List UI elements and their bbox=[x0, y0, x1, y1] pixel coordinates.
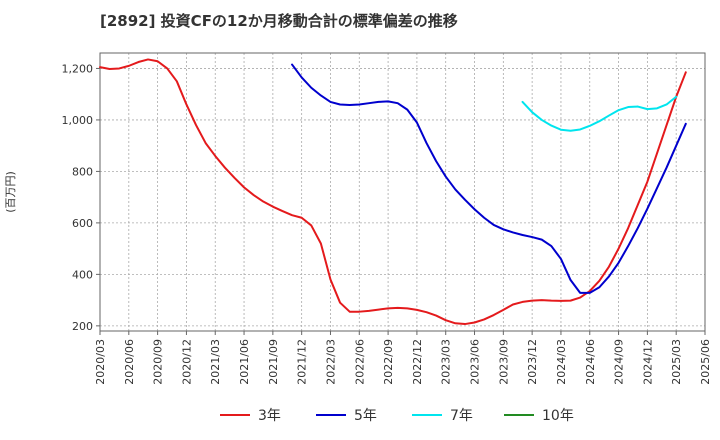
x-tick-label: 2021/12 bbox=[296, 339, 309, 385]
plot-border bbox=[99, 52, 706, 332]
x-tick-label: 2022/06 bbox=[353, 339, 366, 385]
x-tick-label: 2023/06 bbox=[469, 339, 482, 385]
x-tick-label: 2021/09 bbox=[267, 339, 280, 385]
legend-label-0: 3年 bbox=[258, 408, 281, 424]
series-line-2 bbox=[521, 95, 678, 132]
x-tick-label: 2020/03 bbox=[94, 339, 107, 385]
x-tick-label: 2024/06 bbox=[584, 339, 597, 385]
x-tick-label: 2020/06 bbox=[123, 339, 136, 385]
x-tick-label: 2023/12 bbox=[526, 339, 539, 385]
x-tick-label: 2022/09 bbox=[382, 339, 395, 385]
y-tick-label: 1,200 bbox=[62, 62, 94, 75]
series-line-0 bbox=[99, 58, 687, 326]
x-tick-label: 2020/09 bbox=[152, 339, 165, 385]
y-tick-label: 400 bbox=[72, 268, 93, 281]
x-tick-label: 2021/03 bbox=[209, 339, 222, 385]
chart-title: [2892] 投資CFの12か月移動合計の標準偏差の推移 bbox=[100, 12, 458, 30]
x-tick-label: 2024/09 bbox=[613, 339, 626, 385]
series-layer bbox=[99, 58, 687, 326]
x-tick-label: 2021/06 bbox=[238, 339, 251, 385]
x-tick-label: 2024/03 bbox=[555, 339, 568, 385]
x-tick-label: 2025/06 bbox=[699, 339, 712, 385]
x-tick-label: 2022/03 bbox=[324, 339, 337, 385]
y-axis-label: (百万円) bbox=[4, 171, 17, 213]
legend-label-2: 7年 bbox=[450, 408, 473, 424]
x-tick-label: 2023/03 bbox=[440, 339, 453, 385]
y-tick-label: 600 bbox=[72, 217, 93, 230]
x-tick-label: 2024/12 bbox=[641, 339, 654, 385]
axis-layer: 2020/03 2020/06 2020/09 2020/12 2021/03 2021/… bbox=[62, 62, 713, 384]
legend-label-3: 10年 bbox=[542, 408, 574, 424]
y-tick-label: 800 bbox=[72, 165, 93, 178]
legend: 3年 5年 7年 10年 bbox=[220, 408, 574, 424]
series-line-1 bbox=[291, 63, 687, 294]
y-tick-label: 200 bbox=[72, 320, 93, 333]
x-tick-label: 2025/03 bbox=[670, 339, 683, 385]
x-tick-label: 2023/09 bbox=[497, 339, 510, 385]
x-tick-label: 2022/12 bbox=[411, 339, 424, 385]
x-tick-label: 2020/12 bbox=[180, 339, 193, 385]
y-tick-label: 1,000 bbox=[62, 114, 94, 127]
grid-layer bbox=[99, 53, 706, 331]
legend-label-1: 5年 bbox=[354, 408, 377, 424]
